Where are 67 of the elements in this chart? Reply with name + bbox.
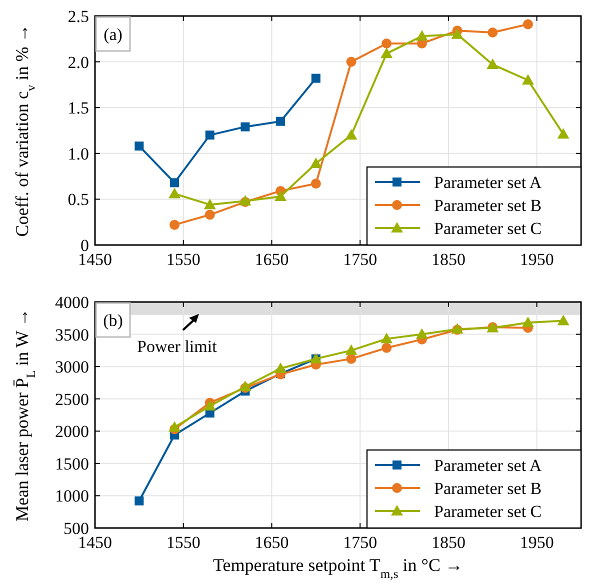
point [382,38,392,48]
point [522,74,534,85]
point [204,400,216,410]
x-tick-label: 1850 [431,533,466,552]
point [310,157,322,168]
point [204,210,215,220]
point [416,30,428,41]
point [311,74,320,83]
point [310,178,321,189]
point [382,342,392,353]
point [274,190,287,201]
legend-label: Parameter set B [434,479,542,498]
point [170,220,180,230]
x-tick-label: 1650 [254,250,289,269]
point [488,27,498,38]
point [274,362,287,374]
x-tick-label: 1650 [254,533,289,552]
legend-label: Parameter set C [434,502,542,521]
y-tick-label: 1.0 [68,144,89,164]
x-axis-title: Temperature setpoint T$_{m,s}$ in °C → [213,555,463,581]
y-tick-label: 2.5 [68,7,89,26]
point [276,116,286,126]
point [380,332,393,344]
x-tick-label: 1550 [166,250,200,269]
point [346,56,356,67]
y-tick-label: 3000 [55,358,89,377]
x-tick-label: 1850 [431,250,466,269]
point [168,188,181,198]
point [205,130,214,140]
y-tick-label: 1.5 [68,98,89,118]
y-tick-label: 4000 [55,293,89,312]
band-label: Power limit [137,337,218,356]
point [240,122,250,132]
point [557,314,570,326]
y-tick-label: 2000 [55,422,89,442]
point [170,178,180,188]
legend-label: Parameter set A [434,173,542,192]
x-tick-label: 1750 [343,250,378,269]
x-tick-label: 1750 [343,533,378,552]
point [204,198,216,210]
x-tick-label: 1550 [166,533,200,552]
point [416,328,428,339]
annotation: (b) [103,311,123,330]
point [345,344,358,355]
x-tick-label: 1950 [520,533,554,552]
point [486,58,499,70]
x-tick-label: 1950 [520,250,554,269]
point [522,316,534,328]
legend-label: Parameter set A [434,456,542,475]
annotation: (a) [104,25,122,44]
point [346,354,356,364]
y-tick-label: 2.0 [68,52,89,72]
point [557,128,570,139]
legend-label: Parameter set C [434,219,542,238]
point [168,421,181,432]
y-tick-label: 1500 [55,454,89,474]
point [380,48,393,58]
y-tick-label: 2500 [55,390,89,409]
y-tick-label: 0.5 [68,190,89,210]
y-tick-label: 1000 [55,486,89,506]
point [134,496,144,506]
legend-label: Parameter set B [434,196,542,215]
point [345,129,358,140]
point [134,142,144,151]
point [522,19,533,30]
y-tick-label: 3500 [55,325,89,344]
point [451,28,464,39]
